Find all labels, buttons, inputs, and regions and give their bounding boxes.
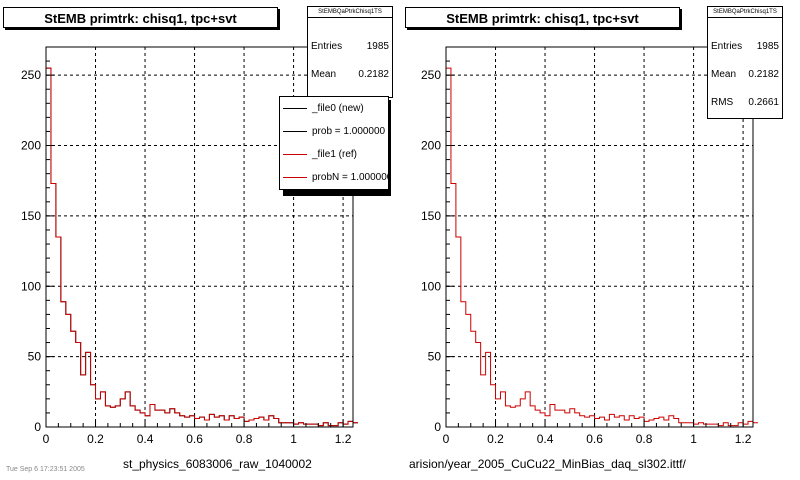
right-x-tick-label-2: 0.4 <box>537 432 554 446</box>
right-stats-box: StEMBQaPtrkChisq1TS Entries 1985 Mean 0.… <box>707 6 783 119</box>
left-x-tick-label-5: 1 <box>290 432 297 446</box>
left-stats-box: StEMBQaPtrkChisq1TS Entries 1985 Mean 0.… <box>307 6 393 98</box>
rms-label: RMS <box>711 97 734 108</box>
right-plot-frame <box>445 46 754 428</box>
left-y-tick-label-4: 200 <box>21 139 41 153</box>
left-y-tick-label-3: 150 <box>21 209 41 223</box>
right-x-tick-label-5: 1 <box>690 432 697 446</box>
right-y-tick-label-2: 100 <box>421 279 441 293</box>
right-chart-title: StEMB primtrk: chisq1, tpc+svt <box>405 7 680 28</box>
mean-label: Mean <box>311 69 337 80</box>
legend-item-file0: _file0 (new) <box>280 99 388 121</box>
right-stats-mean: 0.2182 <box>748 69 779 80</box>
right-x-tick-label-3: 0.6 <box>586 432 603 446</box>
right-stats-name: StEMBQaPtrkChisq1TS <box>708 7 782 18</box>
left-stats-name: StEMBQaPtrkChisq1TS <box>308 7 392 18</box>
legend: _file0 (new) prob = 1.000000 _file1 (ref… <box>279 96 389 190</box>
left-plot-frame <box>45 46 354 428</box>
left-chart-title: StEMB primtrk: chisq1, tpc+svt <box>3 7 278 28</box>
left-x-tick-label-1: 0.2 <box>87 432 104 446</box>
legend-item-probn: probN = 1.000000 <box>280 168 388 190</box>
right-stats-entries: 1985 <box>756 41 779 52</box>
entries-label: Entries <box>711 41 743 52</box>
left-x-tick-label-2: 0.4 <box>137 432 154 446</box>
right-stats-mean-row: Mean 0.2182 <box>711 69 779 80</box>
left-x-axis-title: st_physics_6083006_raw_1040002 <box>123 457 312 471</box>
left-x-tick-label-4: 0.8 <box>236 432 253 446</box>
left-stats-mean-row: Mean 0.2182 <box>311 69 389 80</box>
entries-label: Entries <box>311 41 343 52</box>
right-series-0 <box>446 67 758 427</box>
right-stats-rms: 0.2661 <box>748 97 779 108</box>
legend-swatch-file0 <box>283 108 307 109</box>
right-y-tick-label-3: 150 <box>421 209 441 223</box>
right-x-tick-label-0: 0 <box>443 432 450 446</box>
mean-label: Mean <box>711 69 737 80</box>
legend-label-prob: prob = 1.000000 <box>312 126 386 137</box>
left-y-tick-label-5: 250 <box>21 68 41 82</box>
legend-label-file1: _file1 (ref) <box>312 149 358 160</box>
left-stats-mean: 0.2182 <box>358 69 389 80</box>
legend-label-file0: _file0 (new) <box>312 103 364 114</box>
right-x-axis-title: arision/year_2005_CuCu22_MinBias_daq_sl3… <box>409 457 686 471</box>
right-y-tick-label-4: 200 <box>421 139 441 153</box>
right-y-tick-label-0: 0 <box>434 420 441 434</box>
left-y-tick-label-2: 100 <box>21 279 41 293</box>
right-x-tick-label-1: 0.2 <box>487 432 504 446</box>
left-series-1 <box>46 67 358 427</box>
right-x-tick-label-4: 0.8 <box>636 432 653 446</box>
left-stats-entries: 1985 <box>366 41 389 52</box>
legend-item-prob: prob = 1.000000 <box>280 122 388 144</box>
legend-label-probn: probN = 1.000000 <box>312 172 388 183</box>
legend-item-file1: _file1 (ref) <box>280 145 388 167</box>
right-y-tick-label-1: 50 <box>428 350 442 364</box>
right-stats-entries-row: Entries 1985 <box>711 41 779 52</box>
legend-swatch-file1 <box>283 154 307 155</box>
legend-swatch-probn <box>283 177 307 178</box>
right-stats-rms-row: RMS 0.2661 <box>711 97 779 108</box>
left-y-tick-label-0: 0 <box>34 420 41 434</box>
footer-corner-text: Tue Sep 6 17:23:51 2005 <box>6 466 85 473</box>
left-x-tick-label-6: 1.2 <box>335 432 352 446</box>
legend-swatch-prob <box>283 131 307 132</box>
right-y-tick-label-5: 250 <box>421 68 441 82</box>
right-x-tick-label-6: 1.2 <box>735 432 752 446</box>
left-stats-entries-row: Entries 1985 <box>311 41 389 52</box>
left-x-tick-label-3: 0.6 <box>186 432 203 446</box>
left-y-tick-label-1: 50 <box>28 350 42 364</box>
left-x-tick-label-0: 0 <box>43 432 50 446</box>
